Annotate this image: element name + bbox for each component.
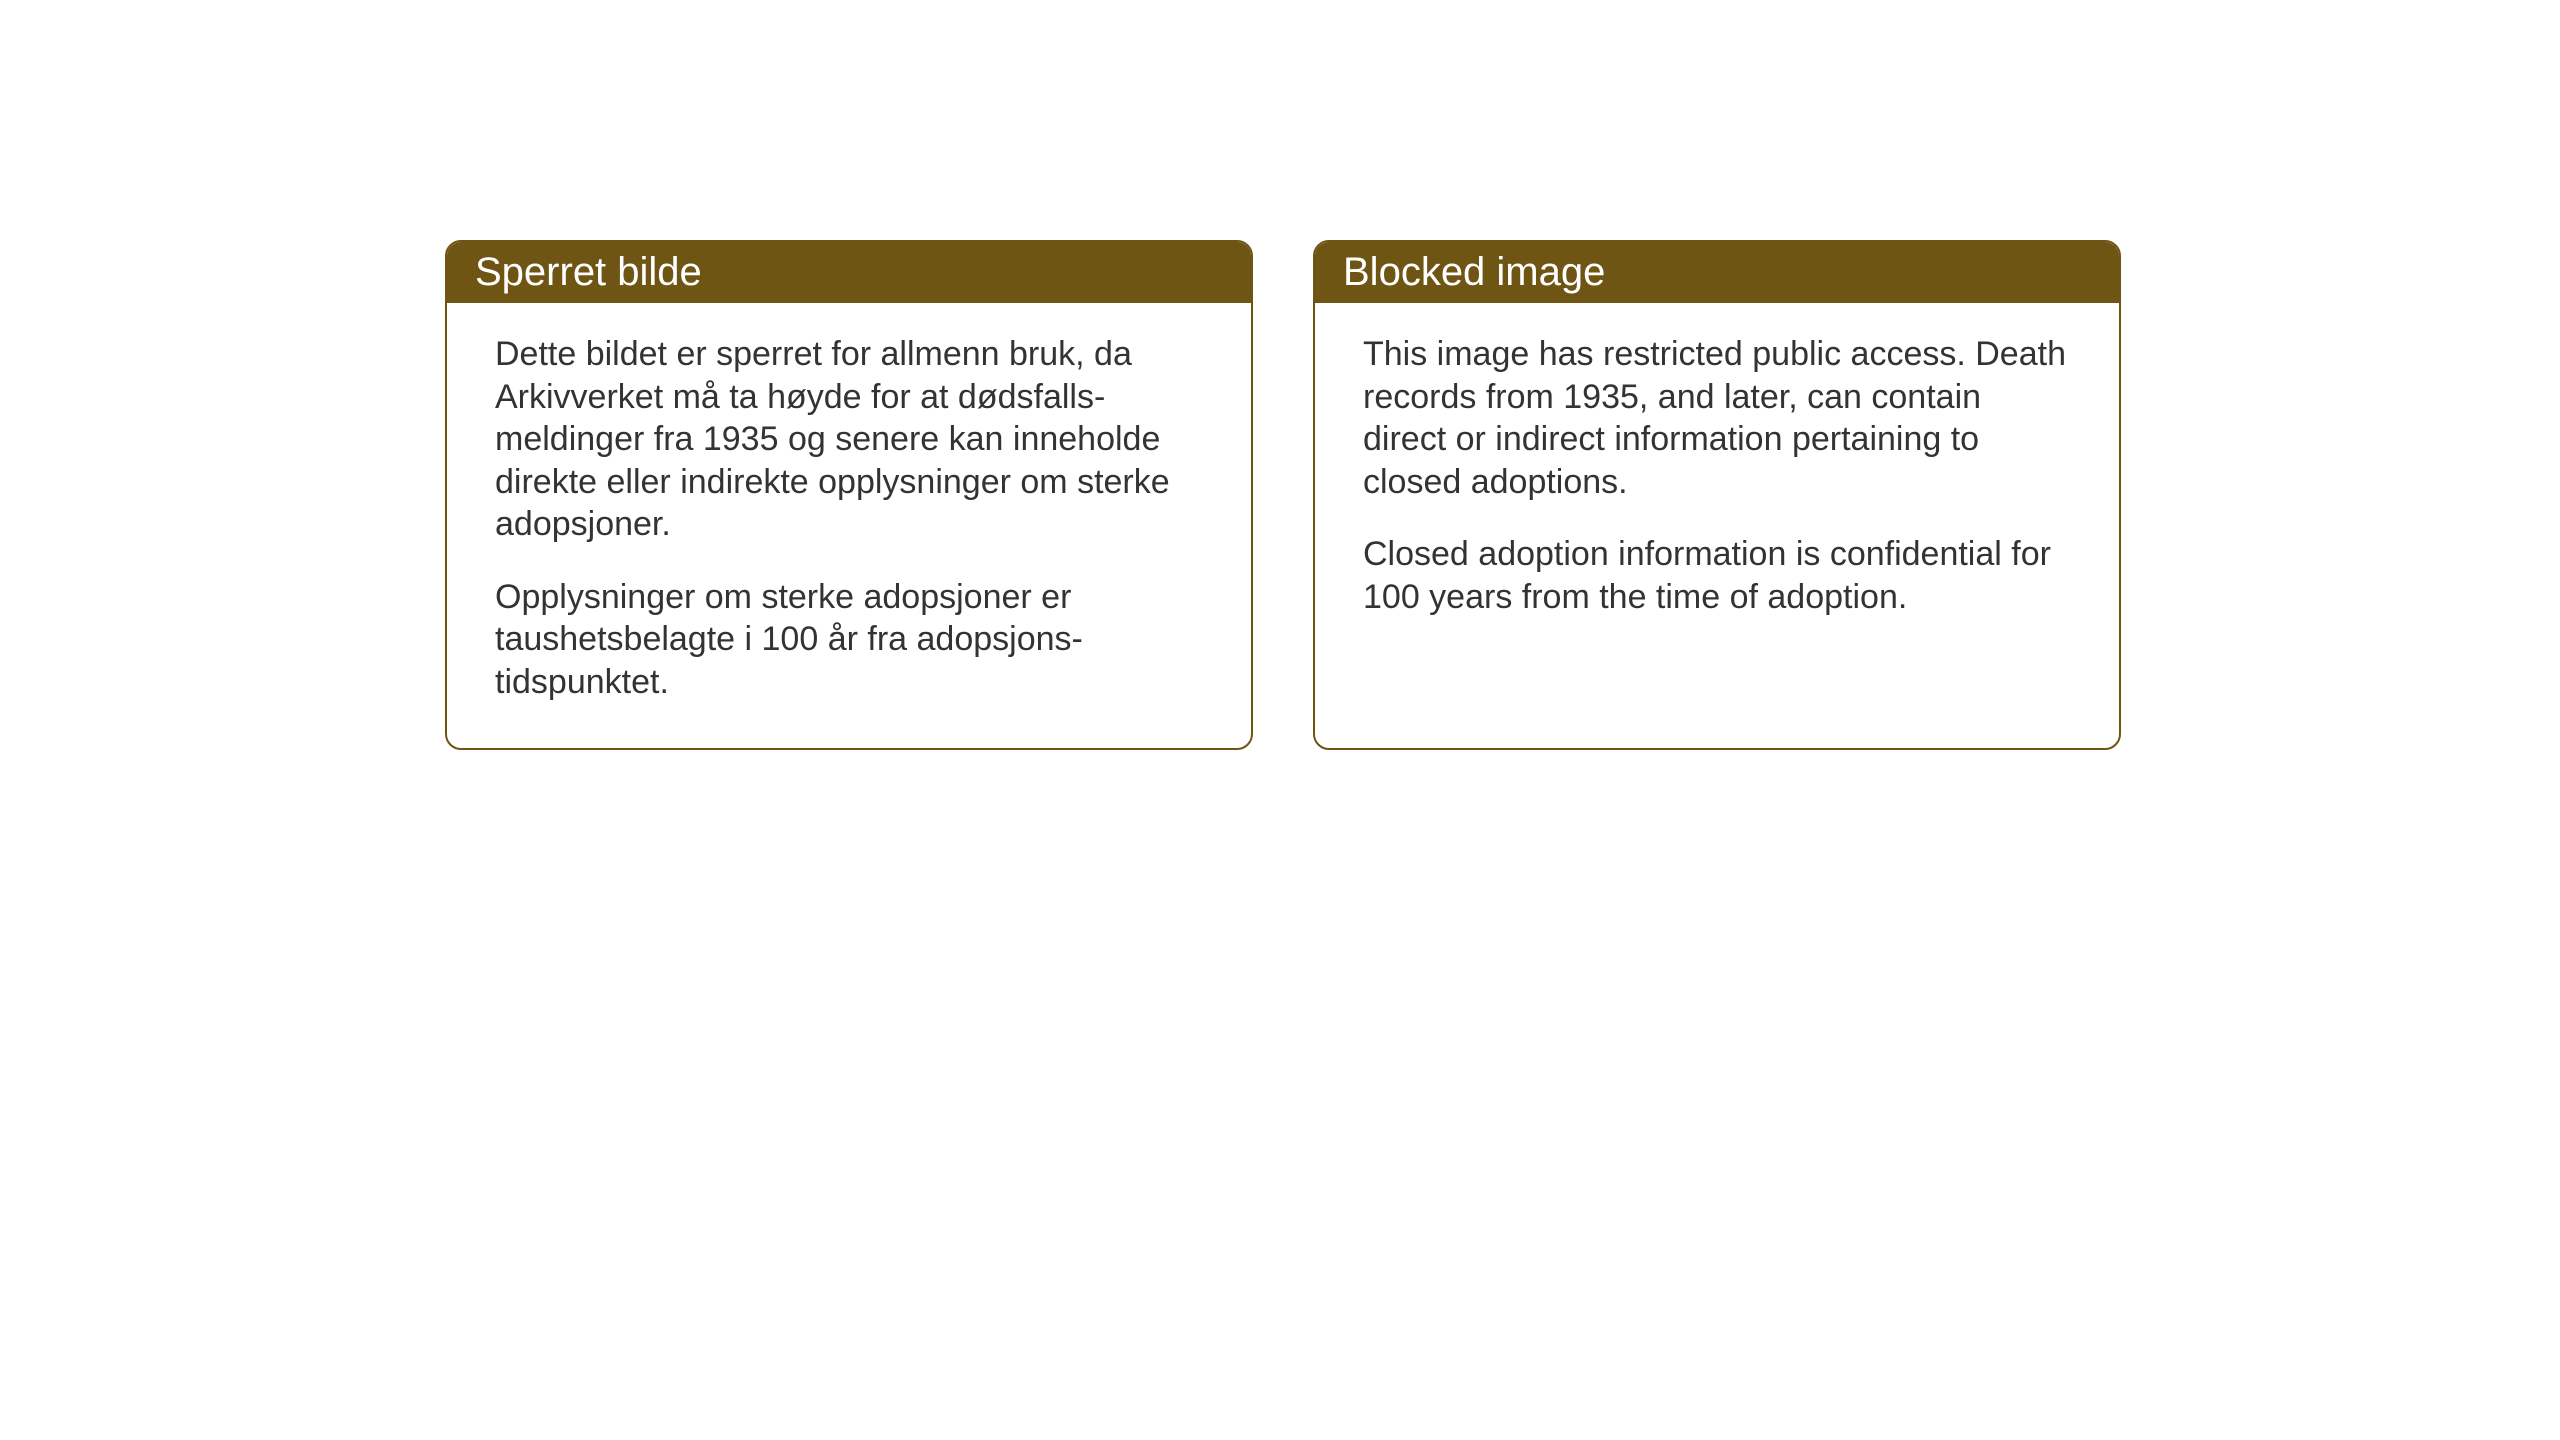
card-paragraph-1-norwegian: Dette bildet er sperret for allmenn bruk… <box>495 333 1203 546</box>
card-title-english: Blocked image <box>1315 242 2119 303</box>
card-title-norwegian: Sperret bilde <box>447 242 1251 303</box>
card-body-english: This image has restricted public access.… <box>1315 303 2119 658</box>
card-paragraph-1-english: This image has restricted public access.… <box>1363 333 2071 503</box>
notice-card-norwegian: Sperret bilde Dette bildet er sperret fo… <box>445 240 1253 750</box>
card-paragraph-2-norwegian: Opplysninger om sterke adopsjoner er tau… <box>495 576 1203 704</box>
notice-card-english: Blocked image This image has restricted … <box>1313 240 2121 750</box>
card-paragraph-2-english: Closed adoption information is confident… <box>1363 533 2071 618</box>
cards-container: Sperret bilde Dette bildet er sperret fo… <box>445 240 2121 750</box>
card-body-norwegian: Dette bildet er sperret for allmenn bruk… <box>447 303 1251 743</box>
